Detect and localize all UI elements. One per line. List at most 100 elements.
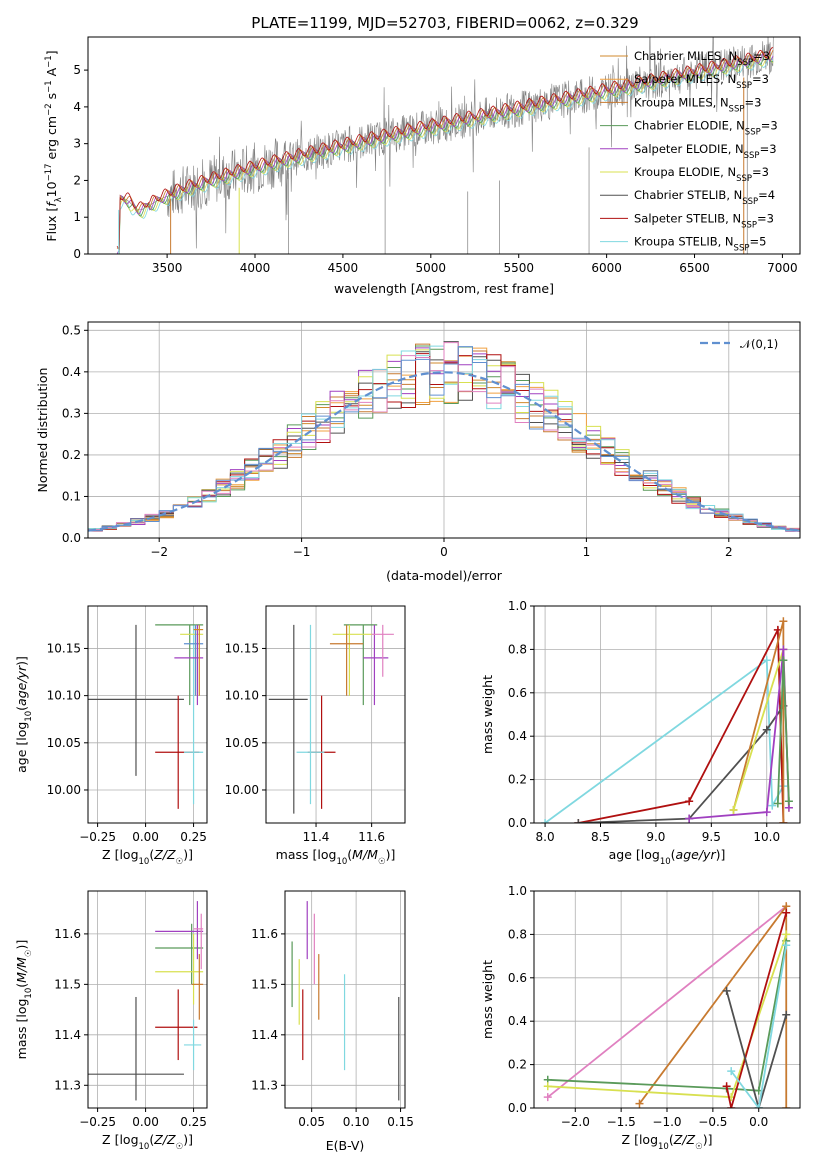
- legend-label: Chabrier ELODIE, NSSP=3: [634, 119, 778, 138]
- y-tick-label: 0.2: [508, 1058, 527, 1072]
- data-point: [183, 624, 204, 805]
- legend-entry: Chabrier STELIB, NSSP=4: [600, 188, 775, 207]
- series-marker: [574, 819, 583, 823]
- legend-entry: Chabrier ELODIE, NSSP=3: [600, 119, 778, 138]
- data-point: [332, 624, 372, 696]
- x-axis-label: Z [log10(Z/Z☉)]: [102, 847, 193, 867]
- series: [722, 908, 791, 1108]
- series-marker: [768, 801, 777, 810]
- series-marker: [685, 814, 694, 823]
- label-part: 10: [139, 857, 150, 867]
- series-marker: [762, 656, 771, 665]
- legend-entry: Kroupa STELIB, NSSP=5: [600, 235, 766, 254]
- y-tick-label: 10.15: [47, 641, 81, 655]
- series-line: [578, 705, 785, 823]
- label-part: =5: [749, 235, 766, 249]
- label-part: Chabrier ELODIE, N: [634, 119, 745, 133]
- label-part: )]: [14, 656, 29, 666]
- data-point: [183, 624, 204, 696]
- label-part: Chabrier STELIB, N: [634, 188, 742, 202]
- label-part: (: [14, 983, 29, 988]
- series-line: [730, 945, 788, 1108]
- series-marker: [762, 725, 771, 734]
- model-spectrum: [117, 55, 774, 254]
- x-tick-label: 6500: [679, 261, 710, 275]
- y-tick-label: 0: [73, 247, 81, 261]
- label-part: )]: [183, 847, 193, 862]
- y-tick-label: 10.05: [47, 736, 81, 750]
- x-tick-label: 0.25: [180, 830, 207, 844]
- label-part: SSP: [737, 58, 753, 68]
- x-axis-label: Z [log10(Z/Z☉)]: [102, 1132, 193, 1152]
- y-tick-label: 11.4: [251, 1028, 278, 1042]
- y-tick-label: 0.2: [62, 448, 81, 462]
- y-tick-label: 10.10: [225, 689, 259, 703]
- series-marker: [784, 797, 793, 806]
- label-part: SSP: [734, 244, 750, 254]
- y-tick-label: 11.6: [251, 927, 278, 941]
- y-axis-label: Normed distribution: [35, 368, 50, 493]
- y-axis-label: Flux [fλ10−17 erg cm−2 s−1 A−1]: [44, 50, 64, 241]
- y-tick-label: 0.0: [508, 1101, 527, 1115]
- y-tick-label: 10.10: [47, 689, 81, 703]
- label-part: λ: [54, 197, 64, 202]
- series-line: [544, 658, 785, 823]
- series-marker: [779, 819, 788, 823]
- y-tick-label: 1: [73, 210, 81, 224]
- axes-frame: [533, 605, 801, 824]
- label-part: =3: [752, 72, 769, 86]
- y-tick-label: 0.8: [508, 927, 527, 941]
- series-marker: [762, 808, 771, 817]
- data-point: [363, 624, 389, 706]
- label-part: =3: [744, 95, 761, 109]
- series-marker: [782, 930, 791, 939]
- y-tick-label: 0.0: [508, 816, 527, 830]
- x-tick-label: 0.10: [343, 1115, 370, 1129]
- label-part: )]: [14, 940, 29, 950]
- normal-curve: [88, 371, 800, 532]
- data-point: [174, 624, 204, 706]
- legend-label: 𝒩(0,1): [740, 337, 778, 351]
- data-point: [155, 989, 198, 1061]
- label-part: age [log: [609, 847, 660, 862]
- label-part: 10: [24, 711, 34, 722]
- data-point: [329, 624, 364, 696]
- label-part: 10: [44, 181, 59, 197]
- label-part: ☉: [176, 857, 184, 867]
- y-tick-label: 0.5: [62, 323, 81, 337]
- label-part: Chabrier MILES, N: [634, 49, 737, 63]
- y-tick-label: 0.6: [508, 971, 527, 985]
- x-tick-label: −1.5: [607, 1115, 636, 1129]
- label-part: Salpeter STELIB, N: [634, 211, 741, 225]
- label-part: )]: [183, 1132, 193, 1147]
- x-tick-label: 3500: [152, 261, 183, 275]
- series-marker: [782, 1010, 791, 1019]
- model-spectrum: [116, 47, 774, 251]
- label-part: ]: [44, 50, 59, 55]
- y-axis-label: mass weight: [480, 675, 495, 754]
- label-part: Z/Z: [153, 1132, 176, 1147]
- label-part: age/yr: [14, 665, 29, 706]
- label-part: −2: [44, 103, 54, 116]
- legend-entry: Kroupa ELODIE, NSSP=3: [600, 165, 769, 184]
- label-part: ☉: [176, 1142, 184, 1152]
- label-part: )]: [386, 847, 396, 862]
- y-tick-label: 0.1: [62, 489, 81, 503]
- label-part: 10: [336, 857, 347, 867]
- mass-weight-vs-metallicity-panel: −2.0 −1.5 −1.0 −0.5 0.0 0.0 0.2 0.4 0.6 0.8 1.0 Z […: [480, 884, 801, 1152]
- model-spectrum: [116, 49, 774, 249]
- y-tick-label: 5: [73, 63, 81, 77]
- label-part: mass [log: [14, 999, 29, 1060]
- y-tick-label: 10.15: [225, 641, 259, 655]
- y-tick-label: 10.00: [47, 783, 81, 797]
- x-tick-label: 9.5: [702, 830, 721, 844]
- series-marker: [685, 797, 694, 806]
- label-part: )]: [703, 1132, 713, 1147]
- series-marker: [722, 1082, 731, 1091]
- x-tick-label: 6000: [591, 261, 622, 275]
- y-tick-label: 10.00: [225, 783, 259, 797]
- data-point: [371, 624, 394, 677]
- model-spectrum: [116, 52, 774, 254]
- y-tick-label: 1.0: [508, 599, 527, 613]
